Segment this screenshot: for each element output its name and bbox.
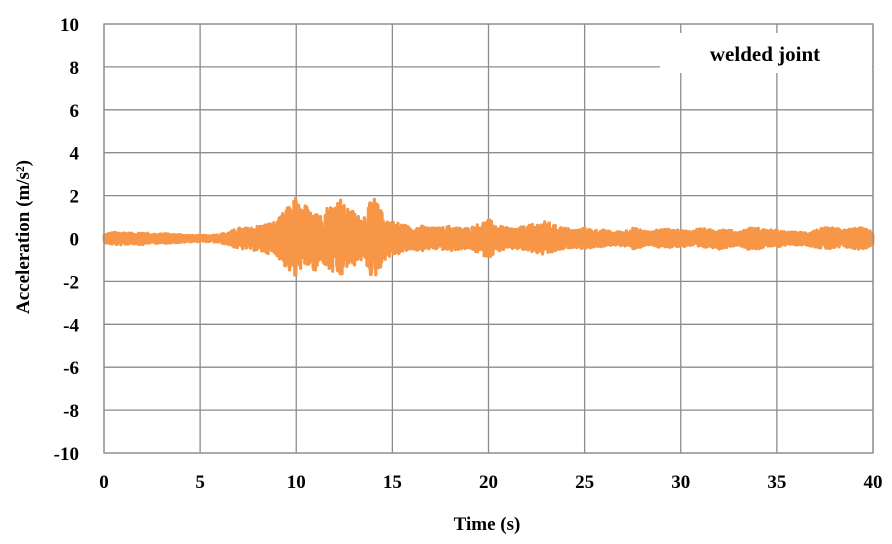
series-line	[102, 196, 875, 277]
y-tick-label: -6	[63, 358, 79, 379]
x-tick-label: 5	[195, 472, 205, 493]
y-tick-label: 10	[60, 15, 79, 36]
y-tick-label: -10	[54, 444, 79, 465]
series-layer	[102, 196, 875, 277]
x-tick-label: 10	[287, 472, 306, 493]
x-tick-label: 25	[575, 472, 594, 493]
plot-area-border	[103, 23, 874, 454]
y-tick-label: 0	[70, 230, 80, 251]
y-tick-label: 8	[70, 58, 80, 79]
y-tick-label: -8	[63, 401, 79, 422]
x-tick-label: 40	[864, 472, 883, 493]
x-axis-title: Time (s)	[454, 514, 521, 535]
x-tick-label: 0	[99, 472, 109, 493]
y-tick-label: 2	[70, 187, 80, 208]
x-tick-label: 35	[767, 472, 786, 493]
x-tick-label: 15	[383, 472, 402, 493]
annotation-box: welded joint	[660, 33, 872, 73]
y-axis-title: Acceleration (m/s²)	[13, 160, 34, 314]
x-tick-label: 30	[671, 472, 690, 493]
frame-layer	[103, 23, 874, 454]
y-tick-label: -4	[63, 315, 79, 336]
x-tick-label: 20	[479, 472, 498, 493]
y-tick-label: 4	[70, 144, 80, 165]
y-tick-label: -2	[63, 272, 79, 293]
annotation-label: welded joint	[710, 42, 820, 66]
annotation-box-bg	[660, 33, 872, 73]
y-tick-label: 6	[70, 101, 80, 122]
